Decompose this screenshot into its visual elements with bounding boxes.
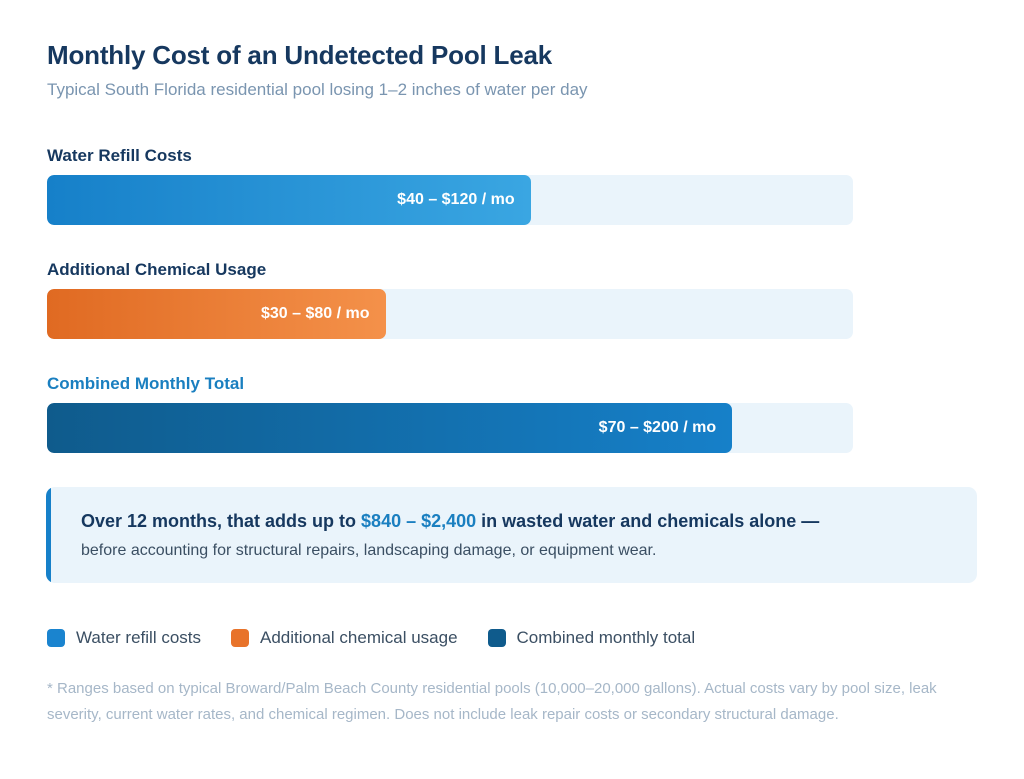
legend-item-water: Water refill costs — [47, 628, 201, 648]
bar-label-chemical: Additional Chemical Usage — [47, 260, 267, 279]
chart-title: Monthly Cost of an Undetected Pool Leak — [47, 40, 553, 70]
bar-label-total: Combined Monthly Total — [47, 374, 245, 393]
bar-value-water: $40 – $120 / mo — [397, 191, 515, 208]
chart-subtitle: Typical South Florida residential pool l… — [47, 80, 588, 99]
legend-label-water: Water refill costs — [76, 628, 202, 647]
callout-headline: Over 12 months, that adds up to $840 – $… — [81, 511, 819, 532]
bar-total: $70 – $200 / mo — [47, 403, 733, 453]
legend: Water refill costs Additional chemical u… — [47, 628, 725, 648]
legend-swatch-chemical — [231, 629, 250, 647]
legend-label-total: Combined monthly total — [516, 628, 696, 647]
bar-chemical: $30 – $80 / mo — [47, 289, 386, 339]
bar-label-water: Water Refill Costs — [47, 146, 192, 165]
callout-text-post: in wasted water and chemicals alone — — [476, 511, 820, 531]
summary-callout: Over 12 months, that adds up to $840 – $… — [46, 487, 977, 583]
legend-label-chemical: Additional chemical usage — [260, 628, 458, 647]
bar-value-chemical: $30 – $80 / mo — [261, 305, 370, 322]
bar-water: $40 – $120 / mo — [47, 175, 531, 225]
callout-highlight-amount: $840 – $2,400 — [361, 511, 477, 531]
bar-track-chemical: $30 – $80 / mo — [47, 289, 853, 339]
footnote: * Ranges based on typical Broward/Palm B… — [47, 680, 937, 723]
legend-swatch-water — [47, 629, 65, 647]
legend-item-total: Combined monthly total — [487, 628, 696, 648]
callout-text-pre: Over 12 months, that adds up to — [81, 511, 362, 531]
callout-detail: before accounting for structural repairs… — [81, 542, 657, 559]
bar-value-total: $70 – $200 / mo — [598, 419, 717, 436]
callout-accent-bar — [46, 487, 51, 583]
legend-item-chemical: Additional chemical usage — [231, 628, 458, 648]
bar-track-total: $70 – $200 / mo — [47, 403, 853, 453]
bar-track-water: $40 – $120 / mo — [47, 175, 853, 225]
legend-swatch-total — [487, 629, 506, 647]
